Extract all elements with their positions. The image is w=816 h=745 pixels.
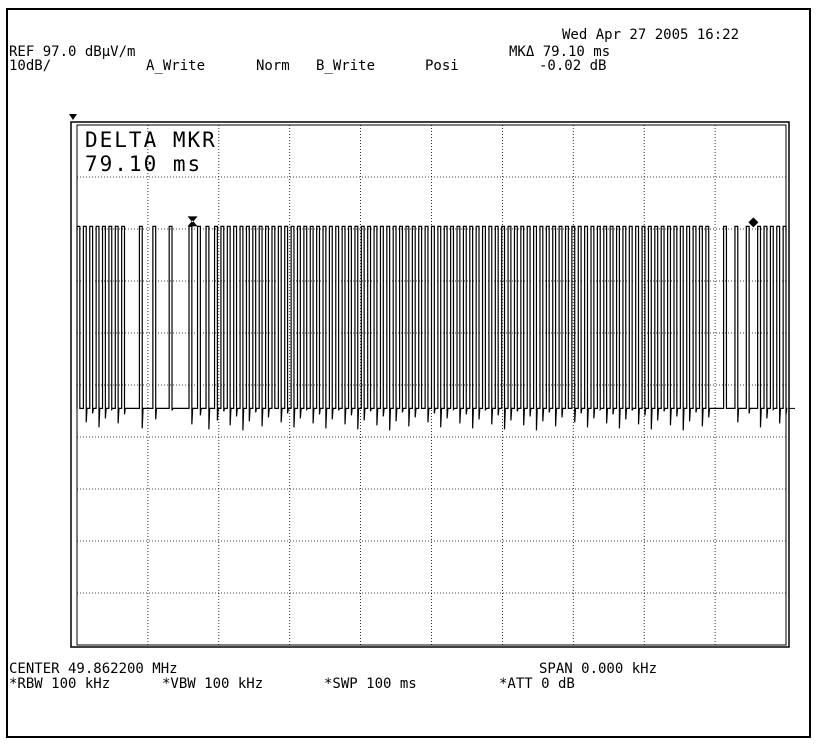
delta-marker-symbol (187, 216, 198, 227)
scale-label: 10dB/ (9, 58, 52, 74)
ref-level-triangle (69, 114, 77, 120)
detector-a-label: Norm (256, 58, 290, 74)
sweep-label: *SWP 100 ms (324, 676, 417, 692)
delta-marker-title: DELTA MKR (85, 128, 217, 152)
marker-label: MKΔ 79.10 ms (509, 44, 611, 60)
delta-marker-value: 79.10 ms (85, 152, 203, 176)
attenuation-label: *ATT 0 dB (499, 676, 575, 692)
trace-b-label: B_Write (316, 58, 376, 74)
plot-border (70, 121, 790, 648)
datetime-label: Wed Apr 27 2005 16:22 (562, 27, 740, 43)
reference-marker-symbol (748, 217, 759, 228)
trace-a-line (76, 225, 788, 431)
trace-a-label: A_Write (146, 58, 206, 74)
analyzer-screen-frame (6, 8, 811, 738)
vbw-label: *VBW 100 kHz (162, 676, 264, 692)
rbw-label: *RBW 100 kHz (9, 676, 111, 692)
center-frequency-label: CENTER 49.862200 MHz (9, 661, 178, 677)
detector-b-label: Posi (425, 58, 459, 74)
ref-level-label: REF 97.0 dBµV/m (9, 44, 136, 60)
span-label: SPAN 0.000 kHz (539, 661, 658, 677)
marker-level-label: -0.02 dB (539, 58, 607, 74)
